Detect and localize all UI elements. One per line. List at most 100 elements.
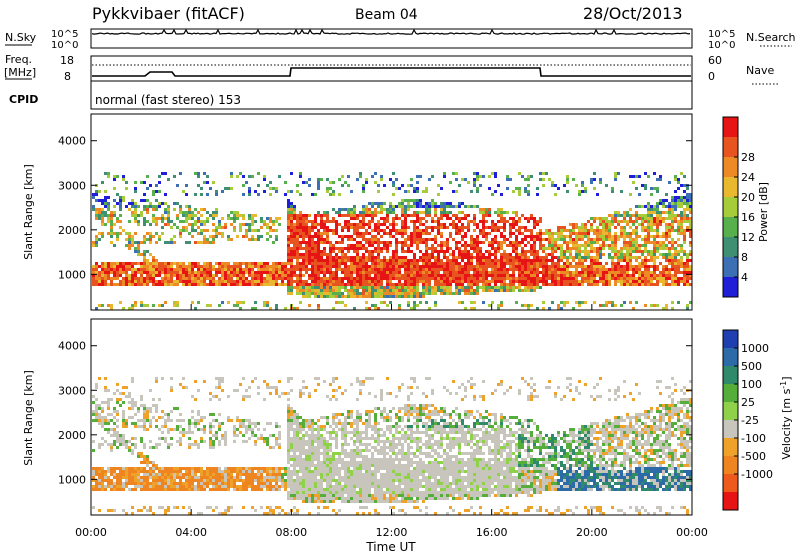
range-gate-cell: [668, 262, 671, 265]
range-gate-cell: [371, 259, 374, 262]
range-gate-cell: [143, 419, 146, 422]
range-gate-cell: [455, 241, 458, 244]
range-gate-cell: [602, 283, 605, 286]
range-gate-cell: [149, 274, 152, 277]
range-gate-cell: [299, 220, 302, 223]
range-gate-cell: [590, 250, 593, 253]
range-gate-cell: [302, 241, 305, 244]
range-gate-cell: [446, 271, 449, 274]
range-gate-cell: [137, 476, 140, 479]
range-gate-cell: [146, 461, 149, 464]
range-gate-cell: [488, 256, 491, 259]
range-gate-cell: [338, 214, 341, 217]
station-title: Pykkvibaer (fitACF): [92, 4, 245, 23]
range-gate-cell: [173, 485, 176, 488]
range-gate-cell: [602, 271, 605, 274]
range-gate-cell: [560, 229, 563, 232]
range-gate-cell: [290, 232, 293, 235]
range-gate-cell: [587, 277, 590, 280]
range-gate-cell: [383, 184, 386, 187]
range-gate-cell: [551, 253, 554, 256]
range-gate-cell: [323, 265, 326, 268]
range-gate-cell: [587, 235, 590, 238]
range-gate-cell: [677, 196, 680, 199]
range-gate-cell: [344, 283, 347, 286]
range-gate-cell: [608, 283, 611, 286]
range-gate-cell: [236, 304, 239, 307]
range-gate-cell: [446, 202, 449, 205]
range-gate-cell: [530, 259, 533, 262]
range-gate-cell: [653, 220, 656, 223]
range-gate-cell: [326, 268, 329, 271]
range-gate-cell: [134, 205, 137, 208]
range-gate-cell: [350, 289, 353, 292]
range-gate-cell: [500, 289, 503, 292]
range-gate-cell: [419, 238, 422, 241]
range-gate-cell: [149, 473, 152, 476]
range-gate-cell: [236, 271, 239, 274]
range-gate-cell: [389, 280, 392, 283]
range-gate-cell: [476, 178, 479, 181]
range-gate-cell: [215, 467, 218, 470]
range-gate-cell: [143, 238, 146, 241]
range-gate-cell: [449, 262, 452, 265]
range-gate-cell: [527, 265, 530, 268]
range-gate-cell: [395, 250, 398, 253]
range-gate-cell: [284, 271, 287, 274]
range-gate-cell: [212, 268, 215, 271]
range-gate-cell: [491, 265, 494, 268]
range-gate-cell: [548, 178, 551, 181]
range-gate-cell: [191, 431, 194, 434]
range-gate-cell: [137, 268, 140, 271]
range-gate-cell: [584, 274, 587, 277]
range-gate-cell: [512, 259, 515, 262]
range-gate-cell: [167, 277, 170, 280]
range-gate-cell: [338, 178, 341, 181]
range-gate-cell: [464, 178, 467, 181]
range-gate-cell: [416, 181, 419, 184]
range-gate-cell: [140, 253, 143, 256]
range-gate-cell: [392, 271, 395, 274]
range-gate-cell: [308, 292, 311, 295]
range-gate-cell: [200, 280, 203, 283]
range-gate-cell: [557, 283, 560, 286]
range-gate-cell: [206, 274, 209, 277]
range-gate-cell: [329, 283, 332, 286]
range-gate-cell: [446, 280, 449, 283]
range-gate-cell: [479, 277, 482, 280]
range-gate-cell: [101, 208, 104, 211]
range-gate-cell: [344, 295, 347, 298]
range-gate-cell: [401, 208, 404, 211]
range-gate-cell: [638, 265, 641, 268]
range-gate-cell: [347, 250, 350, 253]
range-gate-cell: [350, 292, 353, 295]
range-gate-cell: [431, 175, 434, 178]
range-gate-cell: [602, 268, 605, 271]
range-gate-cell: [494, 280, 497, 283]
range-gate-cell: [389, 277, 392, 280]
range-gate-cell: [113, 443, 116, 446]
range-gate-cell: [410, 289, 413, 292]
range-gate-cell: [155, 241, 158, 244]
range-gate-cell: [533, 265, 536, 268]
range-gate-cell: [515, 277, 518, 280]
range-gate-cell: [482, 208, 485, 211]
range-gate-cell: [329, 262, 332, 265]
range-gate-cell: [512, 286, 515, 289]
range-gate-cell: [653, 223, 656, 226]
range-gate-cell: [383, 301, 386, 304]
range-gate-cell: [290, 259, 293, 262]
range-gate-cell: [680, 247, 683, 250]
range-gate-cell: [245, 223, 248, 226]
range-gate-cell: [179, 425, 182, 428]
range-gate-cell: [131, 238, 134, 241]
range-gate-cell: [146, 262, 149, 265]
range-gate-cell: [95, 277, 98, 280]
range-gate-cell: [470, 262, 473, 265]
range-gate-cell: [569, 250, 572, 253]
range-gate-cell: [308, 247, 311, 250]
range-gate-cell: [467, 256, 470, 259]
range-gate-cell: [272, 277, 275, 280]
range-gate-cell: [128, 416, 131, 419]
range-gate-cell: [431, 289, 434, 292]
